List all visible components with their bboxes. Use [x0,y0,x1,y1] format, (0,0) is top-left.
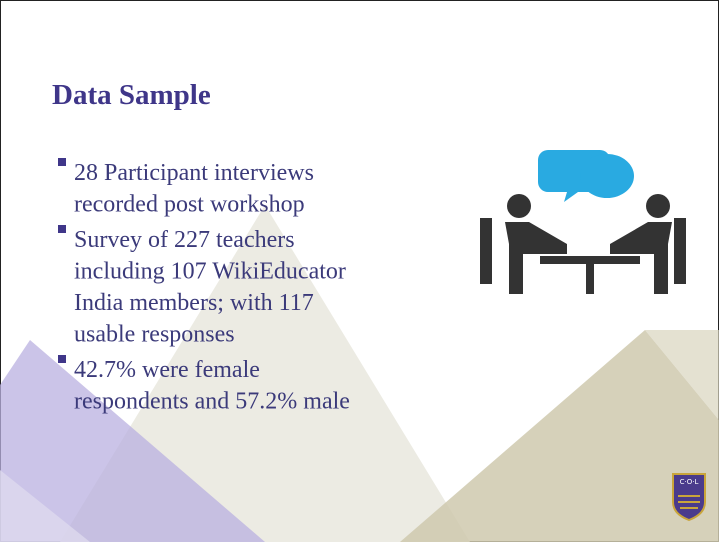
logo-text: C·O·L [680,478,699,486]
bullet-text: including 107 WikiEducator [74,259,346,285]
col-logo: C·O·L [673,474,705,520]
bullet-text: 42.7% were female [74,357,260,383]
bullet-text: 28 Participant interviews [74,160,314,186]
title: Data Sample [52,79,211,111]
bullet-text: respondents and 57.2% male [74,389,350,415]
bullet-marker [58,355,66,363]
bullet-marker [58,225,66,233]
bullet-text: recorded post workshop [74,192,305,218]
bullet-text: Survey of 227 teachers [74,227,295,253]
bullet-marker [58,158,66,166]
bullet-text: usable responses [74,322,235,348]
slide: Data Sample 28 Participant interviews rec… [0,0,719,542]
bullet-text: India members; with 117 [74,290,314,316]
